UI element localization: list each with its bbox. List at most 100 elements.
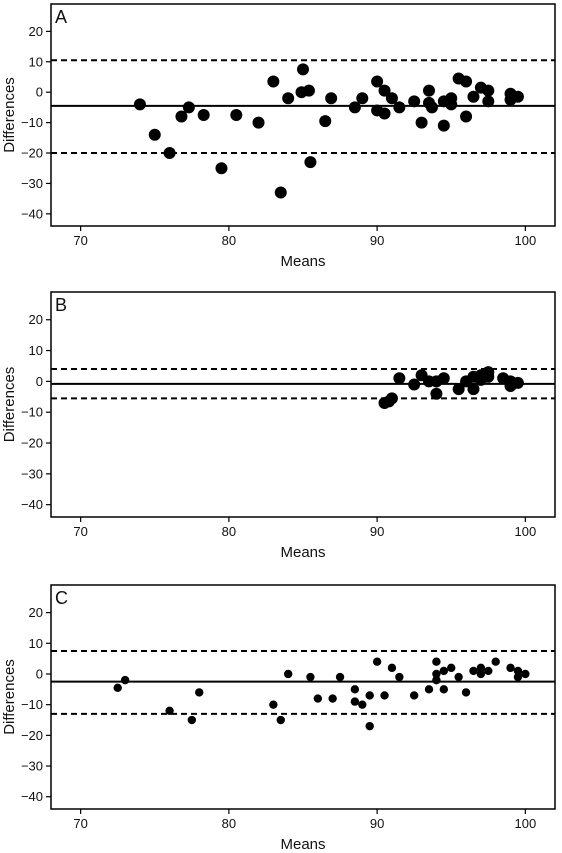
data-point bbox=[276, 715, 285, 725]
data-point bbox=[511, 90, 524, 103]
data-point bbox=[348, 101, 361, 114]
data-point bbox=[365, 691, 374, 700]
x-tick-label: 80 bbox=[222, 233, 236, 248]
data-point bbox=[113, 683, 122, 692]
data-point bbox=[469, 666, 478, 676]
data-point bbox=[447, 663, 456, 673]
data-point bbox=[408, 95, 421, 108]
data-point bbox=[306, 672, 315, 682]
x-tick-label: 90 bbox=[370, 816, 384, 831]
data-point bbox=[378, 84, 391, 97]
y-tick-label: 10 bbox=[29, 636, 43, 651]
x-axis-title: Means bbox=[280, 544, 325, 561]
data-point bbox=[350, 697, 360, 706]
y-tick-label: 20 bbox=[29, 605, 43, 620]
data-point bbox=[372, 657, 382, 666]
data-point bbox=[385, 92, 398, 105]
data-point bbox=[230, 109, 243, 121]
data-point bbox=[385, 392, 398, 405]
data-point bbox=[452, 383, 465, 396]
data-point bbox=[335, 672, 345, 682]
data-point bbox=[365, 721, 374, 731]
data-point bbox=[432, 675, 441, 685]
data-point bbox=[415, 116, 428, 129]
data-point bbox=[513, 666, 523, 676]
data-point bbox=[215, 162, 228, 175]
x-tick-label: 80 bbox=[222, 524, 236, 539]
y-tick-label: −10 bbox=[21, 115, 43, 130]
data-point bbox=[197, 109, 210, 121]
data-point bbox=[445, 92, 458, 105]
panel-label: C bbox=[55, 588, 68, 608]
data-point bbox=[482, 370, 495, 383]
data-point bbox=[432, 657, 441, 666]
data-point bbox=[484, 666, 493, 676]
plot-frame bbox=[50, 3, 556, 227]
data-point bbox=[182, 101, 195, 114]
y-tick-label: −40 bbox=[21, 497, 43, 512]
y-tick-label: −10 bbox=[21, 697, 43, 712]
data-point bbox=[454, 672, 463, 682]
data-point bbox=[387, 663, 397, 673]
data-point bbox=[461, 688, 471, 697]
data-point bbox=[267, 75, 280, 88]
data-point bbox=[120, 675, 130, 685]
data-point bbox=[513, 672, 523, 682]
data-point bbox=[432, 669, 441, 679]
data-point bbox=[328, 694, 337, 703]
y-tick-label: 0 bbox=[36, 666, 43, 681]
data-point bbox=[425, 101, 438, 114]
data-point bbox=[350, 685, 360, 694]
x-tick-label: 70 bbox=[73, 816, 87, 831]
data-point bbox=[482, 84, 495, 97]
data-point bbox=[409, 691, 419, 700]
y-axis-title: Differences bbox=[1, 659, 18, 735]
x-tick-label: 100 bbox=[515, 233, 537, 248]
data-point bbox=[252, 116, 265, 129]
data-point bbox=[165, 706, 174, 716]
data-point bbox=[467, 90, 480, 103]
data-point bbox=[133, 98, 146, 111]
plot-frame bbox=[50, 291, 556, 518]
data-point bbox=[476, 663, 486, 673]
data-point bbox=[269, 700, 278, 709]
data-point bbox=[408, 378, 421, 391]
data-point bbox=[460, 75, 473, 88]
x-tick-label: 70 bbox=[73, 524, 87, 539]
data-point bbox=[393, 101, 406, 114]
x-tick-label: 90 bbox=[370, 524, 384, 539]
data-point bbox=[325, 92, 338, 105]
data-point bbox=[511, 376, 524, 389]
data-point bbox=[304, 156, 317, 169]
data-point bbox=[476, 669, 486, 679]
data-point bbox=[437, 372, 450, 385]
y-tick-label: −20 bbox=[21, 436, 43, 451]
y-tick-label: 0 bbox=[36, 85, 43, 100]
y-tick-label: 20 bbox=[29, 24, 43, 39]
y-tick-label: −30 bbox=[21, 176, 43, 191]
y-tick-label: −10 bbox=[21, 405, 43, 420]
x-tick-label: 100 bbox=[515, 816, 537, 831]
data-point bbox=[282, 92, 295, 105]
data-point bbox=[283, 669, 293, 679]
data-point bbox=[482, 95, 495, 108]
data-point bbox=[437, 119, 450, 132]
data-point bbox=[274, 186, 287, 199]
y-tick-label: −20 bbox=[21, 146, 43, 161]
x-tick-label: 70 bbox=[73, 233, 87, 248]
y-tick-label: 0 bbox=[36, 374, 43, 389]
data-point bbox=[467, 383, 480, 396]
data-point bbox=[423, 84, 435, 97]
panel-label: B bbox=[55, 295, 67, 315]
panel-label: A bbox=[55, 7, 67, 27]
y-axis-title: Differences bbox=[1, 367, 18, 443]
data-point bbox=[521, 669, 530, 679]
y-tick-label: 20 bbox=[29, 312, 43, 327]
x-axis-title: Means bbox=[280, 253, 325, 270]
y-tick-label: −40 bbox=[21, 206, 43, 221]
data-point bbox=[313, 694, 323, 703]
x-axis-title: Means bbox=[280, 836, 325, 853]
